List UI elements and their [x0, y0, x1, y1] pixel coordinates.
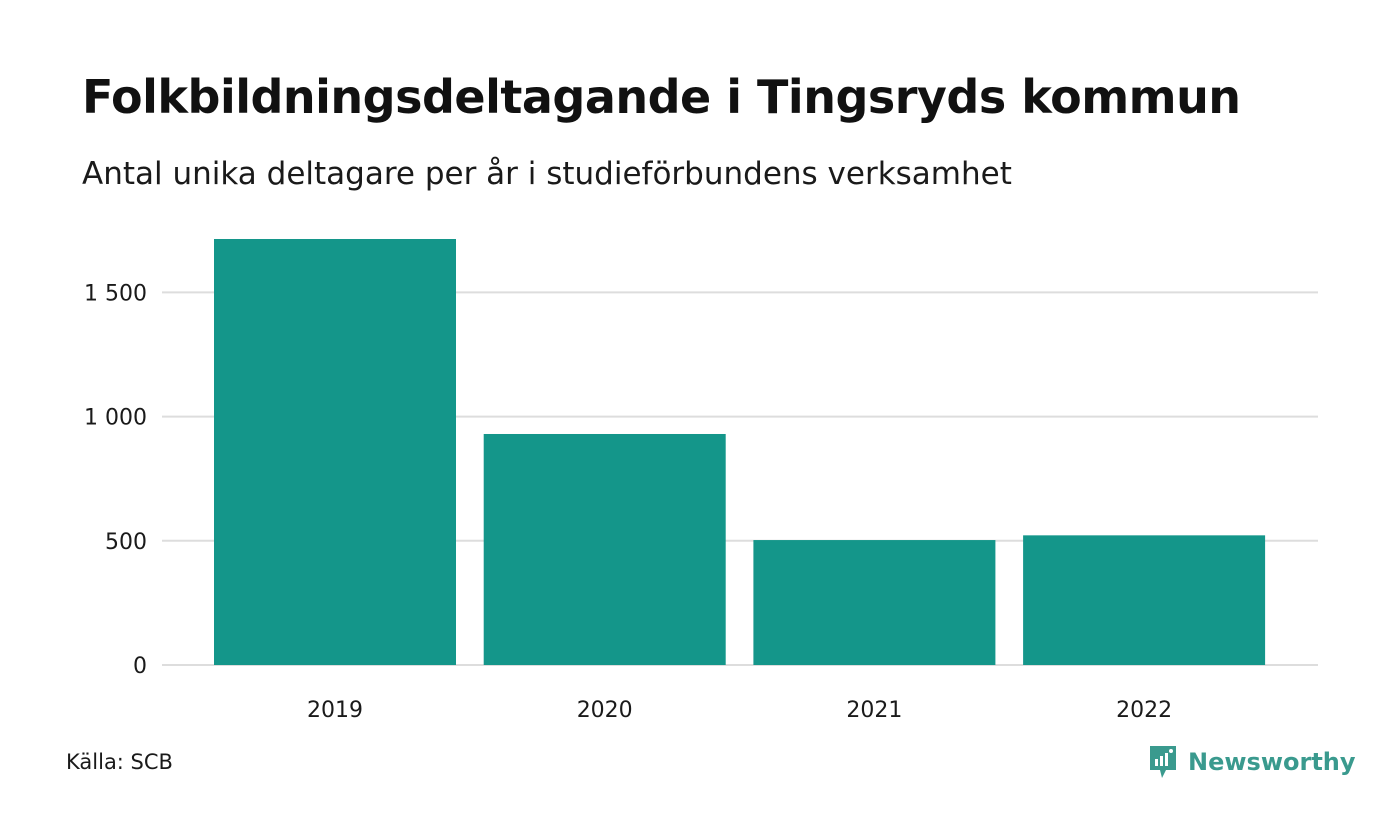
- bar-2020: [483, 433, 726, 665]
- x-tick-label: 2021: [846, 698, 902, 723]
- brand-name: Newsworthy: [1188, 748, 1356, 776]
- bar-2022: [1023, 535, 1266, 665]
- source-note: Källa: SCB: [66, 750, 173, 774]
- newsworthy-brand: Newsworthy: [1148, 744, 1356, 780]
- x-tick-label: 2020: [577, 698, 633, 723]
- bar-2019: [214, 239, 456, 665]
- y-tick-label: 1 000: [84, 406, 147, 431]
- x-tick-label: 2022: [1116, 698, 1172, 723]
- chart-subtitle: Antal unika deltagare per år i studieför…: [82, 156, 1012, 192]
- newsworthy-logo-icon: [1150, 746, 1176, 778]
- bar-2021: [753, 540, 996, 665]
- chart-title: Folkbildningsdeltagande i Tingsryds komm…: [82, 70, 1241, 124]
- y-tick-label: 0: [133, 654, 147, 679]
- x-tick-label: 2019: [307, 698, 363, 723]
- y-tick-label: 1 500: [84, 281, 147, 306]
- y-tick-label: 500: [105, 530, 147, 555]
